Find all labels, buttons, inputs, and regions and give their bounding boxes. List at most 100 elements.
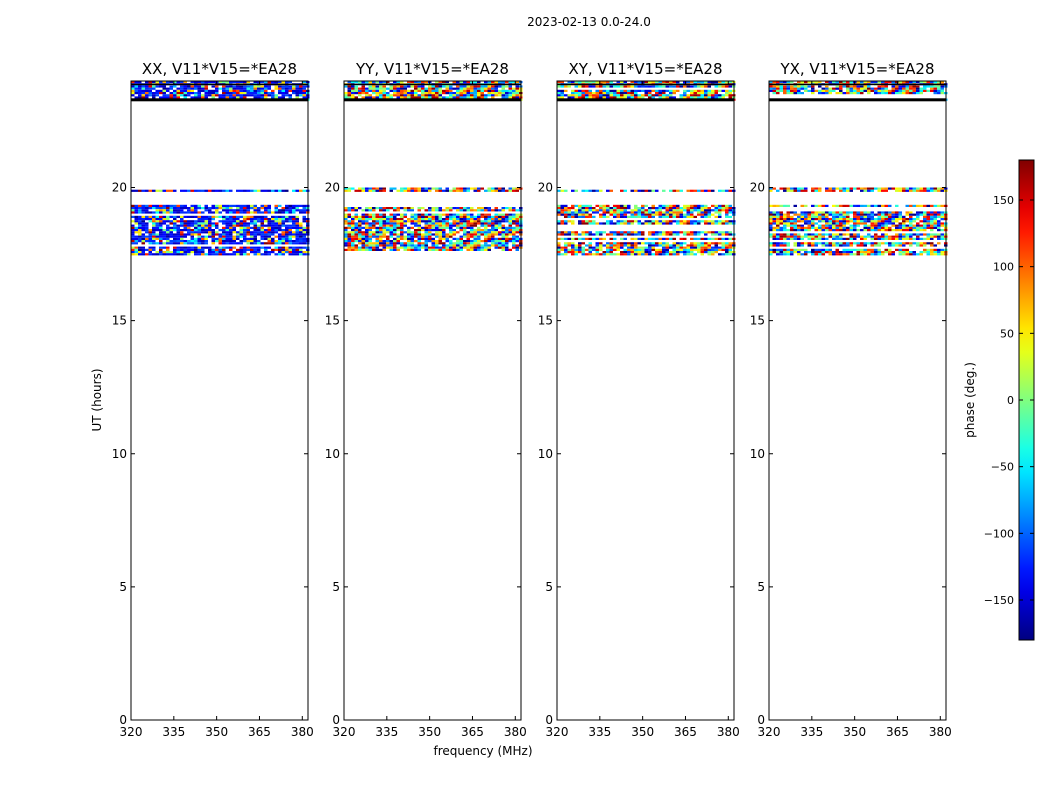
- phase-cell: [905, 211, 909, 214]
- phase-cell: [620, 96, 624, 99]
- phase-cell: [811, 220, 815, 223]
- phase-cell: [693, 92, 697, 95]
- phase-cell: [414, 85, 418, 88]
- phase-cell: [292, 248, 296, 251]
- phase-cell: [881, 251, 885, 254]
- phase-cell: [919, 187, 923, 190]
- phase-cell: [243, 209, 247, 212]
- phase-cell: [452, 213, 456, 216]
- phase-cell: [246, 233, 250, 236]
- phase-cell: [428, 222, 432, 225]
- phase-cell: [382, 207, 386, 210]
- phase-cell: [704, 215, 708, 218]
- phase-cell: [134, 240, 138, 243]
- phase-cell: [211, 251, 215, 254]
- phase-cell: [641, 207, 645, 210]
- phase-cell: [665, 233, 669, 236]
- phase-cell: [508, 233, 512, 236]
- phase-cell: [299, 237, 303, 240]
- phase-cell: [452, 215, 456, 218]
- phase-cell: [804, 226, 808, 229]
- phase-cell: [222, 207, 226, 210]
- phase-cell: [414, 218, 418, 221]
- phase-cell: [725, 242, 729, 245]
- phase-cell: [923, 222, 927, 225]
- phase-cell: [246, 229, 250, 232]
- phase-cell: [491, 235, 495, 238]
- phase-cell: [585, 231, 589, 234]
- phase-cell: [131, 235, 135, 238]
- phase-cell: [800, 187, 804, 190]
- y-tick-label: 10: [325, 447, 340, 461]
- phase-cell: [856, 244, 860, 247]
- phase-cell: [891, 237, 895, 240]
- phase-cell: [134, 209, 138, 212]
- phase-cell: [155, 89, 159, 92]
- phase-cell: [898, 218, 902, 221]
- phase-cell: [257, 87, 261, 90]
- phase-cell: [725, 211, 729, 214]
- phase-cell: [634, 213, 638, 216]
- phase-cell: [825, 218, 829, 221]
- phase-cell: [278, 96, 282, 99]
- phase-cell: [382, 235, 386, 238]
- phase-cell: [204, 229, 208, 232]
- phase-cell: [187, 231, 191, 234]
- phase-cell: [672, 96, 676, 99]
- phase-cell: [672, 213, 676, 216]
- phase-cell: [790, 233, 794, 236]
- phase-cell: [498, 231, 502, 234]
- phase-cell: [672, 220, 676, 223]
- phase-cell: [292, 215, 296, 218]
- phase-cell: [442, 92, 446, 95]
- phase-cell: [905, 81, 909, 84]
- phase-cell: [264, 89, 268, 92]
- phase-cell: [438, 248, 442, 251]
- phase-cell: [480, 220, 484, 223]
- phase-cell: [863, 229, 867, 232]
- phase-cell: [835, 233, 839, 236]
- phase-cell: [786, 204, 790, 207]
- phase-cell: [421, 233, 425, 236]
- phase-cell: [564, 222, 568, 225]
- phase-cell: [428, 235, 432, 238]
- phase-cell: [470, 242, 474, 245]
- phase-cell: [431, 229, 435, 232]
- phase-cell: [505, 235, 509, 238]
- phase-cell: [197, 215, 201, 218]
- phase-cell: [909, 244, 913, 247]
- phase-cell: [564, 242, 568, 245]
- phase-cell: [361, 237, 365, 240]
- phase-cell: [183, 207, 187, 210]
- phase-cell: [585, 204, 589, 207]
- phase-cell: [797, 253, 801, 256]
- phase-cell: [804, 222, 808, 225]
- phase-cell: [176, 89, 180, 92]
- phase-cell: [512, 231, 516, 234]
- phase-cell: [728, 237, 732, 240]
- phase-cell: [613, 85, 617, 88]
- phase-cell: [930, 218, 934, 221]
- phase-cell: [595, 81, 599, 84]
- phase-cell: [141, 235, 145, 238]
- phase-cell: [693, 96, 697, 99]
- phase-cell: [937, 213, 941, 216]
- phase-cell: [793, 189, 797, 192]
- phase-cell: [564, 251, 568, 254]
- phase-cell: [721, 222, 725, 225]
- phase-cell: [173, 85, 177, 88]
- phase-cell: [159, 237, 163, 240]
- phase-cell: [588, 207, 592, 210]
- phase-cell: [870, 237, 874, 240]
- phase-cell: [769, 220, 773, 223]
- phase-cell: [592, 96, 596, 99]
- phase-cell: [662, 96, 666, 99]
- phase-cell: [937, 220, 941, 223]
- phase-cell: [818, 226, 822, 229]
- phase-cell: [491, 224, 495, 227]
- phase-cell: [274, 242, 278, 245]
- phase-cell: [937, 211, 941, 214]
- phase-cell: [278, 92, 282, 95]
- phase-cell: [849, 220, 853, 223]
- phase-cell: [863, 204, 867, 207]
